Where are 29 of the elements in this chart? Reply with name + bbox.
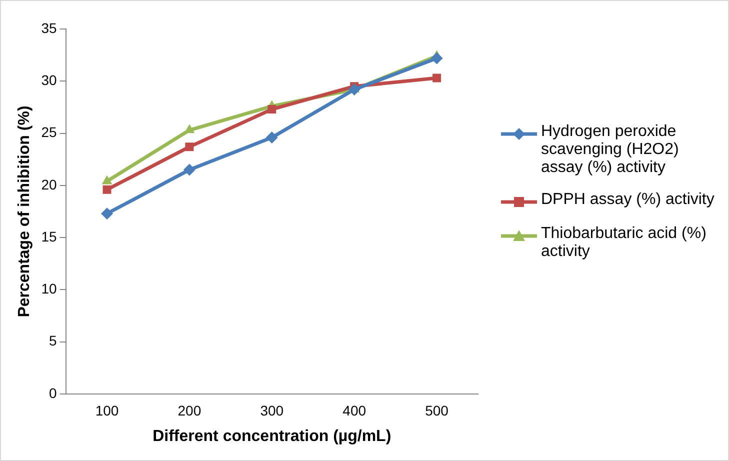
- point: [102, 185, 112, 194]
- legend-label: Thiobarbutaric acid (%) activity: [541, 225, 708, 261]
- legend-label: DPPH assay (%) activity: [541, 191, 714, 209]
- x-tick-label: 400: [342, 402, 366, 418]
- point: [430, 52, 443, 64]
- point: [185, 142, 194, 152]
- legend-label: Hydrogen peroxide scavenging (H2O2) assay (%) activity: [541, 123, 680, 177]
- point: [102, 175, 112, 184]
- y-tick-label: 35: [41, 20, 57, 36]
- y-tick-label: 5: [48, 332, 57, 349]
- y-tick-label: 10: [41, 280, 57, 297]
- point: [266, 131, 278, 144]
- point: [184, 124, 195, 134]
- x-tick-label: 200: [178, 402, 202, 418]
- x-tick-label: 100: [95, 402, 119, 418]
- point: [268, 105, 276, 114]
- y-tick-label: 25: [41, 124, 57, 140]
- y-tick-label: 0: [48, 384, 57, 401]
- point: [432, 74, 442, 82]
- y-tick-label: 15: [41, 228, 57, 244]
- x-tick-label: 500: [425, 402, 449, 418]
- y-tick-label: 20: [41, 176, 57, 192]
- y-axis-title: Percentage of inhibition (%): [16, 106, 34, 318]
- x-axis-title: Different concentration (µg/mL): [152, 428, 392, 445]
- y-tick-label: 30: [41, 72, 57, 88]
- x-tick-label: 300: [260, 402, 284, 418]
- point: [100, 208, 113, 220]
- point: [183, 164, 196, 176]
- point: [348, 83, 360, 96]
